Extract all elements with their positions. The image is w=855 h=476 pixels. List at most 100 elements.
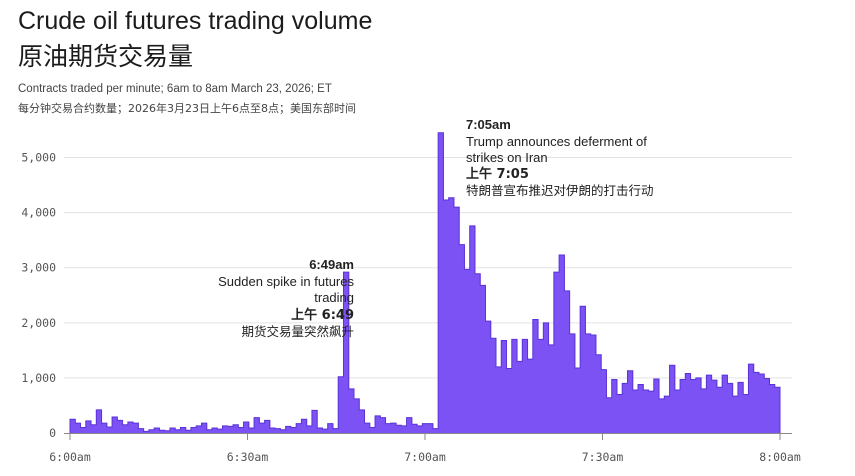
y-tick-label: 0 [49, 426, 56, 440]
bar [601, 369, 607, 433]
bar [527, 359, 534, 433]
y-tick-label: 5,000 [21, 151, 56, 165]
bar [643, 390, 649, 433]
bar [559, 255, 565, 433]
x-tick-label: 7:30am [582, 450, 624, 464]
bar [354, 398, 360, 433]
bar [774, 387, 781, 433]
bar [690, 379, 697, 433]
bar [569, 333, 576, 433]
bar [638, 384, 644, 433]
bar [201, 423, 208, 433]
bar [185, 430, 192, 433]
bar [517, 361, 523, 433]
bar [553, 272, 560, 433]
bar [264, 420, 271, 433]
bar [432, 428, 439, 433]
bar [364, 423, 371, 433]
bar [85, 420, 92, 433]
bar [485, 321, 492, 433]
bar [217, 429, 223, 433]
bar [706, 375, 713, 433]
bar [159, 430, 166, 433]
bar [653, 379, 660, 433]
chart-title-zh: 原油期货交易量 [18, 42, 194, 71]
y-tick-label: 3,000 [21, 261, 56, 275]
bar [627, 370, 634, 433]
bar [480, 285, 486, 433]
y-axis-ticks: 0 1,000 2,000 3,000 4,000 5,000 [21, 151, 56, 440]
bar [501, 340, 507, 433]
bar [401, 425, 407, 433]
bar [443, 199, 450, 433]
bar-outline [69, 132, 781, 433]
bar [375, 415, 381, 433]
bar [606, 397, 613, 433]
bar [332, 428, 339, 433]
bar [359, 409, 365, 433]
bar [490, 338, 497, 433]
bar [243, 421, 250, 433]
bar [91, 424, 97, 433]
x-axis: 6:00am 6:30am 7:00am 7:30am 8:00am [49, 433, 801, 464]
bar [674, 390, 681, 433]
bar [406, 417, 413, 433]
x-tick-label: 8:00am [759, 450, 801, 464]
x-tick-label: 7:00am [404, 450, 446, 464]
bar [506, 368, 513, 433]
bar [701, 388, 707, 433]
bar [716, 387, 723, 433]
y-tick-label: 4,000 [21, 206, 56, 220]
bar [453, 207, 460, 433]
annotation-6-49am-time-zh: 上午 6:49 [291, 307, 354, 323]
bar [616, 394, 623, 433]
bar [695, 377, 702, 433]
bar [206, 429, 213, 433]
x-tick-label: 6:00am [49, 450, 91, 464]
bar [275, 428, 281, 433]
bar [212, 428, 218, 433]
bar [574, 367, 581, 433]
bar [180, 427, 187, 433]
bar [427, 423, 434, 433]
bar [564, 290, 571, 433]
bar [543, 322, 549, 433]
bar [196, 425, 202, 433]
bar [595, 354, 602, 433]
bar [285, 426, 292, 433]
bar [622, 383, 628, 433]
bar [764, 378, 770, 433]
annotation-6-49am-line1: Sudden spike in futures [218, 274, 354, 289]
bar [438, 132, 444, 433]
annotation-6-49am: 6:49am Sudden spike in futures trading 上… [218, 257, 354, 339]
bar [133, 423, 139, 433]
bar [164, 430, 171, 433]
bar [222, 425, 229, 433]
bar [722, 375, 728, 433]
bar [338, 376, 344, 433]
bar [611, 379, 618, 433]
bar [112, 417, 118, 433]
bar [380, 417, 386, 433]
bar [648, 391, 655, 433]
bar [464, 269, 471, 433]
annotation-7-05am-line2: strikes on Iran [466, 150, 548, 165]
annotation-6-49am-line2: trading [314, 290, 354, 305]
chart-subtitle: Contracts traded per minute; 6am to 8am … [18, 83, 332, 95]
bar [106, 426, 113, 433]
bar [190, 427, 197, 433]
bar [254, 417, 260, 433]
bar [448, 197, 455, 433]
chart-subtitle-zh: 每分钟交易合约数量；2026年3月23日上午6点至8点；美国东部时间 [18, 102, 356, 115]
bar [664, 396, 670, 433]
bar [685, 373, 691, 433]
bar [538, 339, 544, 433]
bar [269, 428, 276, 433]
bar [75, 423, 81, 433]
annotation-7-05am-time: 7:05am [466, 117, 511, 132]
bar [169, 428, 176, 433]
bar-series [69, 132, 781, 433]
bar [280, 429, 287, 433]
bar [659, 398, 665, 433]
